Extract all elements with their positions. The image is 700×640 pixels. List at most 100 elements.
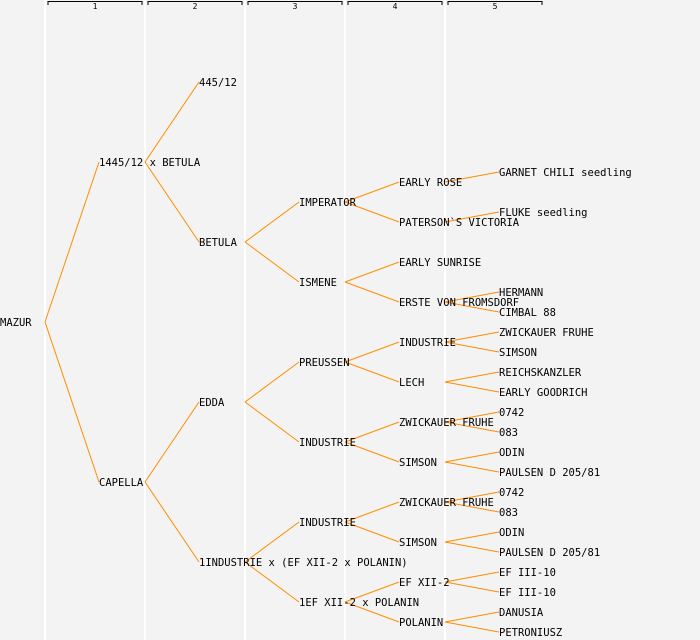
pedigree-node-gen-5[interactable]: 0742: [499, 407, 524, 419]
pedigree-node-gen-4[interactable]: SIMSON: [399, 457, 437, 469]
generation-header: 4: [393, 2, 398, 11]
pedigree-node-gen-3[interactable]: ISMENE: [299, 277, 337, 289]
pedigree-node-gen-1[interactable]: CAPELLA: [99, 477, 144, 489]
pedigree-node-gen-5[interactable]: ODIN: [499, 527, 524, 539]
pedigree-node-gen-5[interactable]: EARLY GOODRICH: [499, 387, 588, 399]
pedigree-connector-line: [344, 601, 400, 623]
pedigree-node-gen-4[interactable]: ZWICKAUER FRUHE: [399, 417, 494, 429]
pedigree-connector-line: [444, 451, 500, 463]
pedigree-node-gen-5[interactable]: CIMBAL 88: [499, 307, 556, 319]
pedigree-connector-line: [244, 201, 300, 243]
pedigree-node-gen-5[interactable]: FLUKE seedling: [499, 207, 588, 219]
pedigree-connector-line: [444, 531, 500, 543]
pedigree-connector-line: [444, 491, 500, 503]
pedigree-node-gen-5[interactable]: SIMSON: [499, 347, 537, 359]
pedigree-connector-line: [344, 181, 400, 203]
pedigree-connector-line: [444, 541, 500, 553]
pedigree-connector-line: [444, 381, 500, 393]
generation-bracket: [247, 1, 343, 5]
pedigree-connector-line: [144, 481, 200, 563]
pedigree-node-gen-5[interactable]: DANUSIA: [499, 607, 544, 619]
pedigree-connector-line: [444, 621, 500, 633]
pedigree-connector-line: [444, 371, 500, 383]
pedigree-connector-line: [44, 321, 100, 483]
pedigree-connector-line: [344, 521, 400, 543]
pedigree-connector-line: [344, 581, 400, 603]
pedigree-connector-line: [444, 331, 500, 343]
pedigree-connector-line: [244, 521, 300, 563]
pedigree-connector-line: [244, 361, 300, 403]
pedigree-node-gen-4[interactable]: EARLY ROSE: [399, 177, 462, 189]
pedigree-node-gen-5[interactable]: 083: [499, 507, 518, 519]
pedigree-node-gen-3[interactable]: IMPERATOR: [299, 197, 357, 209]
pedigree-connector-line: [444, 341, 500, 353]
pedigree-node-gen-3[interactable]: INDUSTRIE: [299, 437, 356, 449]
pedigree-node-gen-5[interactable]: PAULSEN D 205/81: [499, 547, 600, 559]
pedigree-node-gen-5[interactable]: HERMANN: [499, 287, 543, 299]
pedigree-node-gen-2[interactable]: BETULA: [199, 237, 238, 249]
pedigree-node-gen-5[interactable]: PAULSEN D 205/81: [499, 467, 600, 479]
generation-header: 5: [493, 2, 498, 11]
pedigree-node-gen-5[interactable]: GARNET CHILI seedling: [499, 167, 632, 179]
generation-header: 3: [293, 2, 298, 11]
pedigree-connector-line: [344, 441, 400, 463]
pedigree-node-gen-4[interactable]: ZWICKAUER FRUHE: [399, 497, 494, 509]
pedigree-connector-line: [144, 81, 200, 163]
generation-bracket: [147, 1, 243, 5]
pedigree-node-gen-2[interactable]: EDDA: [199, 397, 225, 409]
pedigree-node-gen-3[interactable]: PREUSSEN: [299, 357, 350, 369]
pedigree-connector-line: [444, 421, 500, 433]
pedigree-connector-line: [144, 161, 200, 243]
pedigree-node-gen-5[interactable]: EF III-10: [499, 587, 556, 599]
pedigree-node-gen-5[interactable]: REICHSKANZLER: [499, 367, 582, 379]
pedigree-node-gen-5[interactable]: 083: [499, 427, 518, 439]
pedigree-connector-line: [344, 501, 400, 523]
pedigree-connector-line: [244, 401, 300, 443]
pedigree-connector-line: [444, 411, 500, 423]
pedigree-node-gen-5[interactable]: 0742: [499, 487, 524, 499]
pedigree-connector-line: [344, 201, 400, 223]
pedigree-connector-line: [344, 361, 400, 383]
pedigree-node-gen-1[interactable]: 1445/12 x BETULA: [99, 157, 201, 169]
generation-header: 2: [193, 2, 198, 11]
pedigree-node-gen-3[interactable]: 1EF XII-2 x POLANIN: [299, 597, 419, 609]
pedigree-node-gen-0[interactable]: MAZUR: [0, 317, 32, 329]
pedigree-node-gen-2[interactable]: 1INDUSTRIE x (EF XII-2 x POLANIN): [199, 557, 408, 569]
pedigree-connector-line: [444, 291, 500, 303]
pedigree-connector-line: [344, 281, 400, 303]
pedigree-connector-line: [444, 611, 500, 623]
pedigree-connector-line: [344, 261, 400, 283]
pedigree-connector-line: [344, 421, 400, 443]
pedigree-node-gen-4[interactable]: ERSTE VON FROMSDORF: [399, 297, 519, 309]
pedigree-connector-line: [244, 241, 300, 283]
pedigree-node-gen-4[interactable]: INDUSTRIE: [399, 337, 456, 349]
pedigree-node-gen-4[interactable]: SIMSON: [399, 537, 437, 549]
pedigree-connector-line: [444, 501, 500, 513]
pedigree-node-gen-5[interactable]: PETRONIUSZ: [499, 627, 562, 639]
pedigree-node-gen-4[interactable]: PATERSON`S VICTORIA: [399, 217, 520, 229]
generation-bracket: [347, 1, 443, 5]
pedigree-node-gen-4[interactable]: EARLY SUNRISE: [399, 257, 481, 269]
pedigree-connector-line: [444, 171, 500, 183]
pedigree-node-gen-2[interactable]: 445/12: [199, 77, 237, 89]
pedigree-connector-line: [44, 161, 100, 323]
generation-header: 1: [93, 2, 98, 11]
pedigree-node-gen-5[interactable]: EF III-10: [499, 567, 556, 579]
pedigree-connector-line: [444, 571, 500, 583]
pedigree-node-gen-4[interactable]: EF XII-2: [399, 577, 450, 589]
pedigree-connector-line: [444, 301, 500, 313]
pedigree-connector-line: [144, 401, 200, 483]
pedigree-connector-line: [344, 341, 400, 363]
pedigree-connector-line: [244, 561, 300, 603]
pedigree-connector-line: [444, 211, 500, 223]
pedigree-node-gen-5[interactable]: ZWICKAUER FRUHE: [499, 327, 594, 339]
pedigree-connector-line: [444, 581, 500, 593]
pedigree-connector-line: [444, 461, 500, 473]
pedigree-node-gen-5[interactable]: ODIN: [499, 447, 524, 459]
pedigree-node-gen-3[interactable]: INDUSTRIE: [299, 517, 356, 529]
pedigree-node-gen-4[interactable]: POLANIN: [399, 617, 443, 629]
generation-bracket: [47, 1, 143, 5]
pedigree-node-gen-4[interactable]: LECH: [399, 377, 424, 389]
